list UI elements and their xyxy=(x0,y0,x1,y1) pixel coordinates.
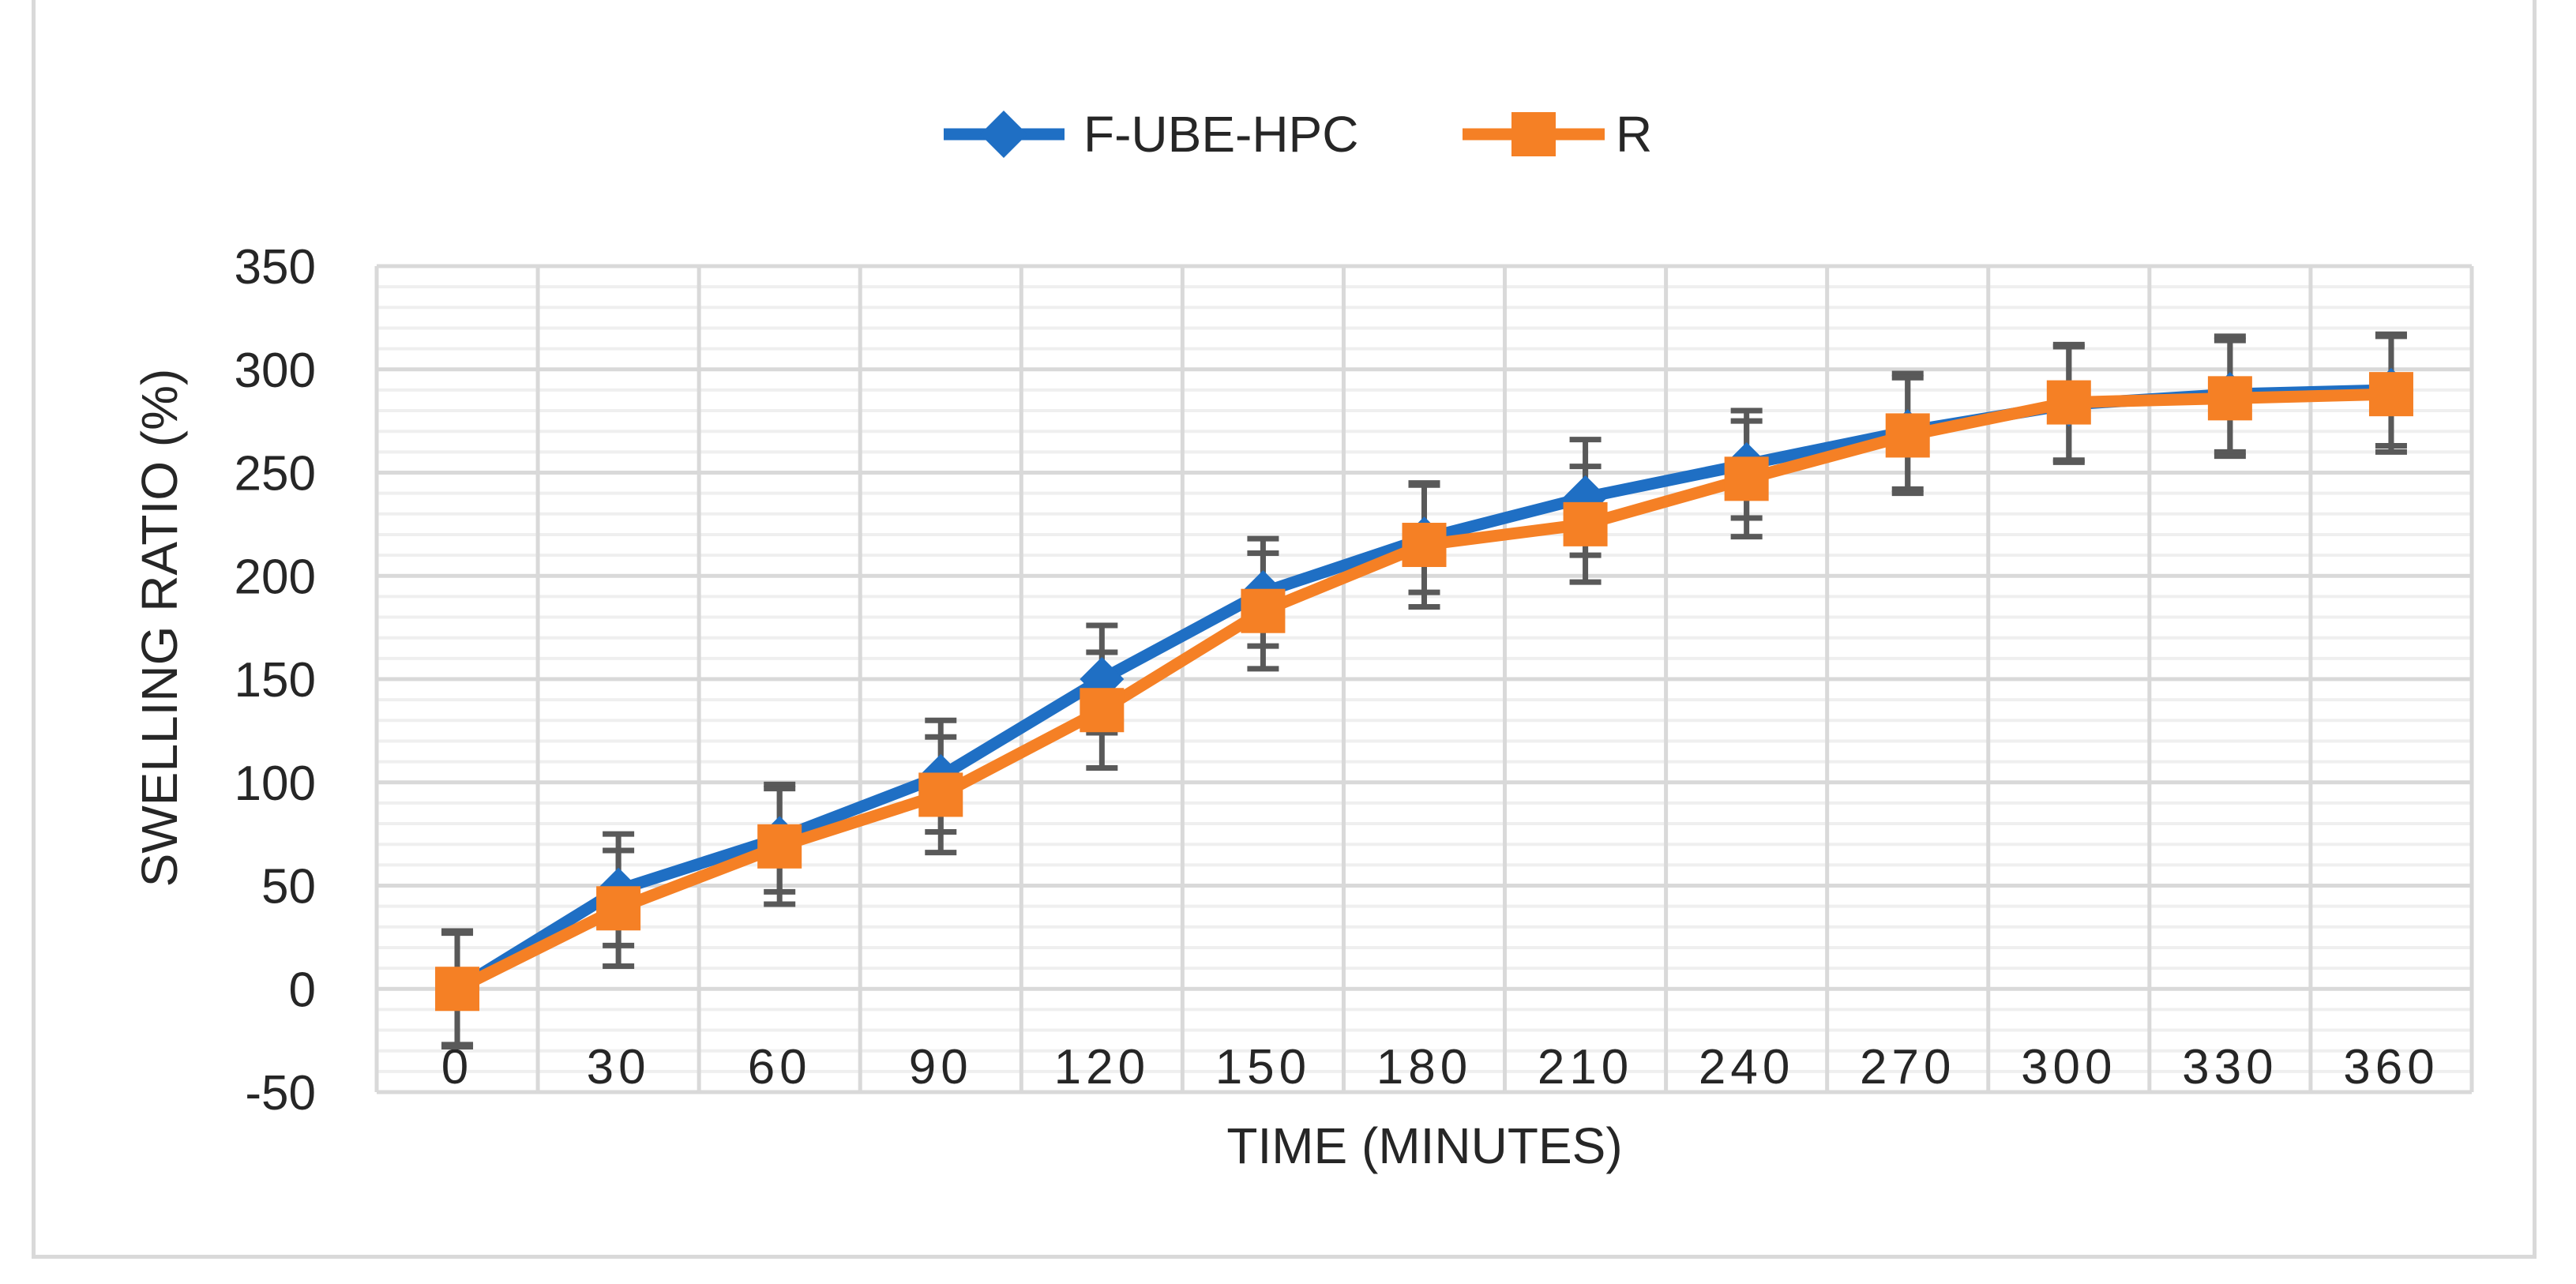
y-axis-label: SWELLING RATIO (%) xyxy=(131,369,188,888)
y-tick-labels: -50 0 50 100 150 200 250 300 350 xyxy=(235,240,316,1121)
y-tick-label: 100 xyxy=(235,757,316,811)
data-point-square xyxy=(435,967,480,1012)
x-tick-label: 270 xyxy=(1860,1040,1955,1094)
data-point-square xyxy=(1885,413,1930,458)
data-point-square xyxy=(2368,372,2413,417)
x-tick-label: 330 xyxy=(2182,1040,2277,1094)
legend-label-r: R xyxy=(1616,106,1652,163)
data-point-square xyxy=(1241,588,1286,633)
y-tick-label: 150 xyxy=(235,653,316,708)
x-tick-label: 300 xyxy=(2021,1040,2116,1094)
x-tick-label: 360 xyxy=(2343,1040,2439,1094)
series-markers xyxy=(435,367,2413,1012)
data-point-square xyxy=(1563,501,1608,546)
data-point-square xyxy=(1402,523,1447,568)
x-axis-label: TIME (MINUTES) xyxy=(1226,1117,1622,1174)
x-tick-label: 30 xyxy=(587,1040,651,1094)
y-tick-label: 0 xyxy=(289,963,316,1017)
legend-marker-diamond xyxy=(980,111,1027,158)
x-tick-label: 150 xyxy=(1215,1040,1311,1094)
x-tick-label: 240 xyxy=(1699,1040,1794,1094)
x-tick-labels: 0 30 60 90 120 150 180 210 240 270 300 330 360 xyxy=(441,1040,2439,1094)
data-point-square xyxy=(596,886,641,931)
y-tick-label: 50 xyxy=(261,860,316,914)
grid xyxy=(374,264,2474,1094)
legend-marker-square xyxy=(1511,112,1556,156)
y-tick-label: 200 xyxy=(235,550,316,604)
x-tick-label: 120 xyxy=(1054,1040,1150,1094)
legend-label-f-ube-hpc: F-UBE-HPC xyxy=(1083,106,1358,163)
data-point-square xyxy=(2207,376,2252,421)
x-tick-label: 210 xyxy=(1538,1040,1633,1094)
data-point-square xyxy=(2046,380,2091,425)
y-tick-label: 250 xyxy=(235,447,316,501)
data-point-square xyxy=(1724,456,1769,501)
x-tick-label: 90 xyxy=(909,1040,973,1094)
x-tick-label: 180 xyxy=(1376,1040,1472,1094)
y-tick-label: 300 xyxy=(235,344,316,398)
x-tick-label: 60 xyxy=(748,1040,812,1094)
error-bars xyxy=(441,331,2407,1049)
data-point-square xyxy=(757,824,802,869)
series-lines xyxy=(454,384,2392,994)
legend: F-UBE-HPC R xyxy=(944,106,1652,163)
data-point-square xyxy=(918,772,963,817)
data-point-square xyxy=(1080,688,1125,733)
y-tick-label: -50 xyxy=(245,1066,316,1121)
y-tick-label: 350 xyxy=(235,240,316,295)
series-line-f-ube-hpc xyxy=(454,384,2392,994)
